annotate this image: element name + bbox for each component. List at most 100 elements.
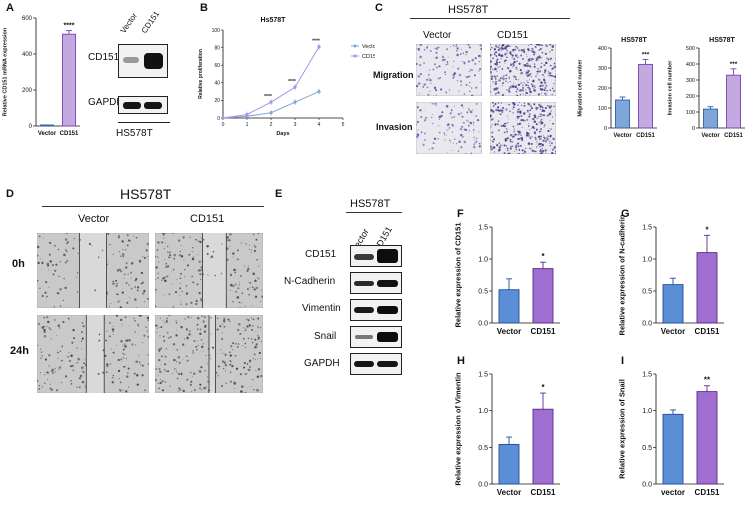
cell-speck [553, 65, 556, 69]
cell-speck [207, 274, 209, 276]
cell-speck [105, 371, 108, 373]
cell-speck [199, 240, 202, 244]
western-blot-cd151-e [350, 245, 402, 267]
cell-speck [531, 136, 533, 138]
cell-speck [122, 344, 124, 346]
cell-speck [516, 119, 518, 121]
cell-speck [49, 260, 52, 263]
cell-speck [509, 45, 511, 47]
cell-speck [516, 47, 519, 49]
cell-speck [508, 78, 510, 80]
cell-speck [538, 103, 541, 106]
cell-speck [158, 359, 161, 362]
cell-speck [465, 128, 468, 131]
cell-speck [536, 73, 538, 75]
cell-speck [260, 301, 262, 303]
cell-speck [461, 115, 464, 118]
cell-speck [41, 386, 43, 388]
cell-speck [519, 138, 521, 140]
cell-speck [181, 290, 183, 293]
cell-speck [498, 124, 500, 126]
cell-speck [160, 326, 163, 329]
cell-speck [468, 60, 470, 61]
cell-speck [516, 134, 518, 136]
cell-speck [76, 362, 78, 364]
cell-speck [78, 238, 81, 241]
cell-speck [98, 333, 101, 336]
cell-speck [198, 292, 201, 295]
cell-speck [192, 281, 195, 284]
cell-speck [257, 359, 259, 361]
cell-speck [457, 112, 461, 116]
cell-speck [531, 128, 533, 129]
cell-speck [40, 348, 42, 350]
cell-speck [112, 253, 114, 256]
cell-speck [437, 46, 440, 49]
cell-speck [157, 272, 159, 274]
cell-speck [231, 361, 233, 363]
cell-speck [460, 146, 463, 149]
cell-speck [500, 102, 502, 104]
y-tick-label: 400 [598, 46, 607, 52]
cell-speck [498, 142, 500, 144]
cell-speck [200, 237, 202, 239]
cell-speck [203, 350, 205, 352]
cell-speck [505, 108, 508, 111]
cell-speck [232, 256, 234, 258]
cell-speck [227, 318, 230, 321]
cell-speck [134, 331, 136, 333]
cell-speck [523, 112, 526, 114]
cell-speck [158, 348, 161, 351]
cell-speck [530, 83, 533, 86]
cell-speck [539, 150, 542, 153]
cell-speck [549, 89, 552, 91]
cell-speck [419, 44, 422, 47]
cell-speck [64, 238, 68, 241]
cell-speck [179, 272, 182, 275]
cell-speck [201, 315, 203, 317]
cell-speck [519, 89, 523, 92]
cell-speck [130, 277, 132, 279]
cell-speck [451, 131, 454, 133]
cell-speck [445, 64, 447, 66]
cell-speck [520, 119, 523, 122]
x-tick-label: CD151 [60, 131, 79, 137]
cell-speck [541, 51, 544, 54]
cell-speck [245, 328, 247, 330]
cell-speck [147, 354, 149, 356]
cell-speck [140, 271, 144, 275]
cell-speck [140, 282, 143, 285]
cell-speck [546, 57, 548, 59]
cell-speck [530, 44, 532, 46]
cell-speck [136, 289, 139, 292]
cell-speck [176, 279, 178, 281]
cell-speck [537, 67, 539, 70]
cell-speck [160, 364, 162, 366]
panel-d-col-cd151: CD151 [190, 213, 225, 225]
cell-speck [196, 283, 199, 286]
cell-speck [191, 250, 193, 253]
cell-speck [233, 381, 236, 384]
cell-speck [244, 346, 247, 349]
blot-a-col-vector: Vector [118, 11, 140, 35]
cell-speck [539, 47, 542, 50]
cell-speck [530, 107, 533, 110]
cell-speck [121, 253, 125, 256]
cell-speck [256, 258, 258, 261]
cell-speck [236, 258, 239, 260]
cell-speck [48, 354, 51, 357]
y-tick-label: 40 [214, 81, 220, 87]
cell-speck [468, 60, 470, 63]
cell-speck [546, 114, 549, 117]
cell-speck [186, 355, 188, 357]
cell-speck [118, 234, 120, 237]
cell-speck [253, 288, 256, 291]
cell-speck [453, 60, 455, 62]
cell-speck [523, 82, 525, 84]
cell-speck [112, 330, 114, 333]
cell-speck [504, 62, 506, 64]
cell-speck [199, 273, 202, 276]
cell-speck [541, 73, 544, 76]
cell-speck [122, 352, 124, 355]
cell-speck [518, 115, 521, 118]
